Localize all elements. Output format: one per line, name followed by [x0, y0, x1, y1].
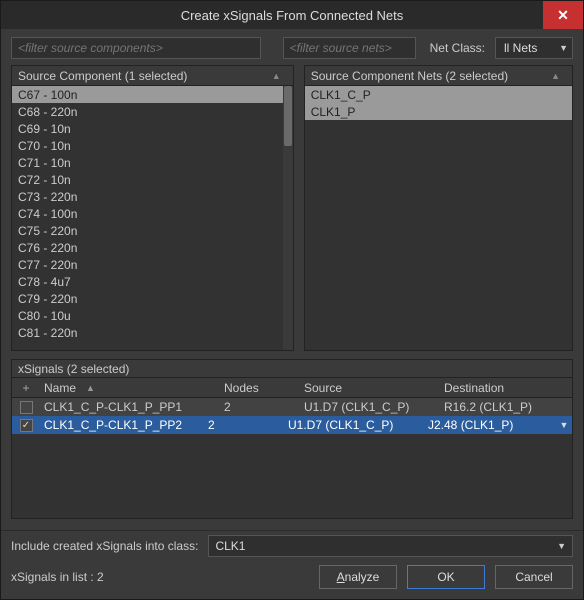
- netclass-value: ll Nets: [504, 41, 537, 55]
- list-item[interactable]: C71 - 10n: [12, 154, 293, 171]
- status-text: xSignals in list : 2: [11, 570, 309, 584]
- table-row[interactable]: ✓ CLK1_C_P-CLK1_P_PP22U1.D7 (CLK1_C_P)J2.…: [12, 416, 572, 434]
- filter-source-input[interactable]: [18, 41, 254, 55]
- list-item[interactable]: C78 - 4u7: [12, 273, 293, 290]
- checkbox[interactable]: [20, 401, 33, 414]
- filter-nets-input[interactable]: [290, 41, 409, 55]
- analyze-label: Analyze: [337, 570, 380, 584]
- col-nodes[interactable]: Nodes: [224, 381, 304, 395]
- list-item[interactable]: C81 - 220n: [12, 324, 293, 341]
- xsignals-title: xSignals (2 selected): [12, 360, 572, 378]
- ok-button[interactable]: OK: [407, 565, 485, 589]
- source-nets-panel: Source Component Nets (2 selected) ▲ CLK…: [304, 65, 573, 351]
- list-item[interactable]: C80 - 10u: [12, 307, 293, 324]
- scrollbar-thumb[interactable]: [284, 86, 292, 146]
- netclass-select[interactable]: ll Nets ▼: [495, 37, 573, 59]
- list-item[interactable]: C72 - 10n: [12, 171, 293, 188]
- col-name[interactable]: Name▲: [40, 381, 224, 395]
- scrollbar[interactable]: [283, 86, 293, 350]
- xsignals-rows: CLK1_C_P-CLK1_P_PP12U1.D7 (CLK1_C_P)R16.…: [12, 398, 572, 518]
- source-nets-list: CLK1_C_PCLK1_P: [305, 86, 572, 350]
- xsignals-panel: xSignals (2 selected) + Name▲ Nodes Sour…: [11, 359, 573, 519]
- cell-dest: R16.2 (CLK1_P): [444, 400, 572, 414]
- list-item[interactable]: C69 - 10n: [12, 120, 293, 137]
- list-item[interactable]: CLK1_P: [305, 103, 572, 120]
- analyze-button[interactable]: Analyze: [319, 565, 397, 589]
- list-item[interactable]: C77 - 220n: [12, 256, 293, 273]
- cell-nodes: 2: [208, 418, 288, 432]
- sort-up-icon: ▲: [86, 383, 95, 393]
- ok-label: OK: [437, 570, 454, 584]
- sort-up-icon: ▲: [272, 71, 281, 81]
- netclass-label: Net Class:: [430, 41, 485, 55]
- list-item[interactable]: C76 - 220n: [12, 239, 293, 256]
- list-item[interactable]: C73 - 220n: [12, 188, 293, 205]
- xsignals-header-row: + Name▲ Nodes Source Destination: [12, 378, 572, 398]
- source-component-panel: Source Component (1 selected) ▲ C67 - 10…: [11, 65, 294, 351]
- include-class-select[interactable]: CLK1 ▼: [208, 535, 573, 557]
- list-item[interactable]: CLK1_C_P: [305, 86, 572, 103]
- close-icon: ✕: [557, 7, 569, 24]
- list-item[interactable]: C70 - 10n: [12, 137, 293, 154]
- checkbox[interactable]: ✓: [20, 419, 33, 432]
- close-button[interactable]: ✕: [543, 1, 583, 29]
- include-label: Include created xSignals into class:: [11, 539, 198, 553]
- col-source[interactable]: Source: [304, 381, 444, 395]
- include-class-value: CLK1: [215, 539, 245, 553]
- bottom-row: xSignals in list : 2 Analyze OK Cancel: [1, 559, 583, 599]
- cell-nodes: 2: [224, 400, 304, 414]
- table-row[interactable]: CLK1_C_P-CLK1_P_PP12U1.D7 (CLK1_C_P)R16.…: [12, 398, 572, 416]
- chevron-down-icon: ▼: [557, 541, 566, 551]
- filter-source-nets[interactable]: [283, 37, 416, 59]
- list-item[interactable]: C75 - 220n: [12, 222, 293, 239]
- filter-row: Net Class: ll Nets ▼: [11, 37, 573, 59]
- panels: Source Component (1 selected) ▲ C67 - 10…: [11, 65, 573, 351]
- cell-source: U1.D7 (CLK1_C_P): [304, 400, 444, 414]
- cell-source: U1.D7 (CLK1_C_P): [288, 418, 428, 432]
- cell-dest: J2.48 (CLK1_P): [428, 418, 556, 432]
- content: Net Class: ll Nets ▼ Source Component (1…: [1, 29, 583, 530]
- chevron-down-icon: ▼: [559, 43, 568, 53]
- col-dest[interactable]: Destination: [444, 381, 572, 395]
- filter-source-components[interactable]: [11, 37, 261, 59]
- cancel-label: Cancel: [515, 570, 552, 584]
- source-component-header[interactable]: Source Component (1 selected) ▲: [12, 66, 293, 86]
- cell-name: CLK1_C_P-CLK1_P_PP1: [40, 400, 224, 414]
- list-item[interactable]: C67 - 100n: [12, 86, 293, 103]
- sort-up-icon: ▲: [551, 71, 560, 81]
- list-item[interactable]: C68 - 220n: [12, 103, 293, 120]
- chevron-down-icon[interactable]: ▼: [556, 420, 572, 430]
- dialog: Create xSignals From Connected Nets ✕ Ne…: [0, 0, 584, 600]
- list-item[interactable]: C79 - 220n: [12, 290, 293, 307]
- titlebar: Create xSignals From Connected Nets ✕: [1, 1, 583, 29]
- col-plus[interactable]: +: [12, 381, 40, 395]
- list-item[interactable]: C74 - 100n: [12, 205, 293, 222]
- source-component-list: C67 - 100nC68 - 220nC69 - 10nC70 - 10nC7…: [12, 86, 293, 350]
- source-nets-header[interactable]: Source Component Nets (2 selected) ▲: [305, 66, 572, 86]
- include-row: Include created xSignals into class: CLK…: [1, 530, 583, 559]
- cancel-button[interactable]: Cancel: [495, 565, 573, 589]
- dialog-title: Create xSignals From Connected Nets: [1, 8, 583, 23]
- cell-name: CLK1_C_P-CLK1_P_PP2: [40, 418, 208, 432]
